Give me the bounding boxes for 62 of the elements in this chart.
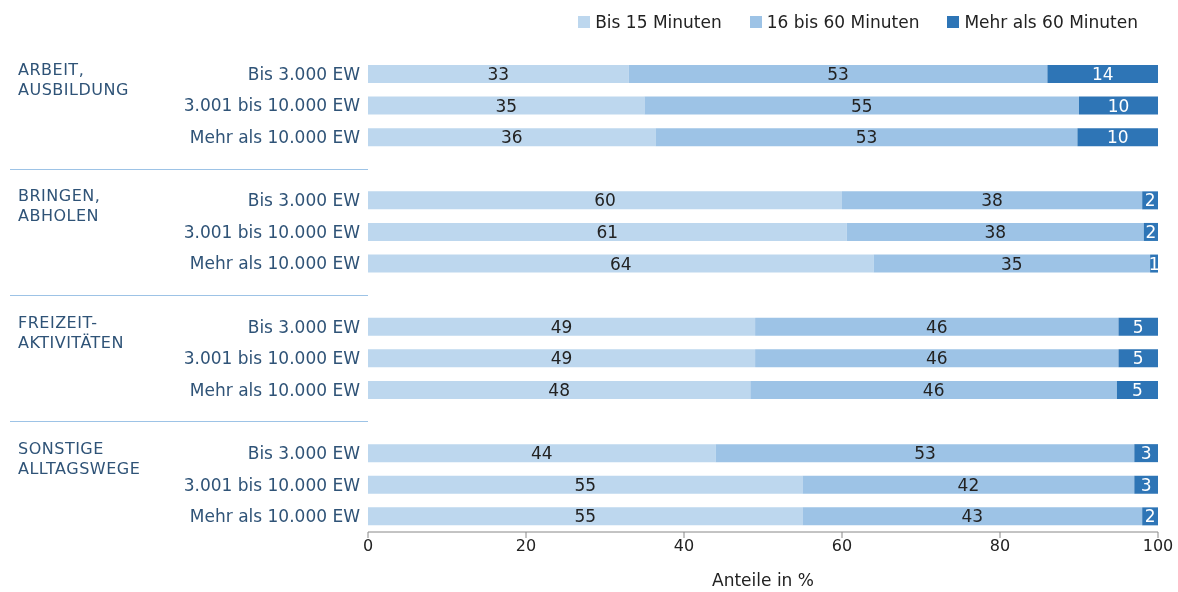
legend-label: Mehr als 60 Minuten <box>964 12 1138 32</box>
data-label: 33 <box>487 63 510 84</box>
data-label: 38 <box>981 190 1003 211</box>
data-label: 61 <box>596 221 619 242</box>
legend-label: Bis 15 Minuten <box>595 12 722 32</box>
x-axis-title: Anteile in % <box>712 570 814 590</box>
data-label: 10 <box>1107 95 1130 116</box>
y-tick-label: 3.001 bis 10.000 EW <box>183 95 361 116</box>
data-label: 42 <box>957 474 980 495</box>
x-tick-label: 100 <box>1142 536 1174 556</box>
y-tick-label: Bis 3.000 EW <box>247 190 361 211</box>
data-label: 38 <box>984 221 1007 242</box>
text: ARBEIT, AUSBILDUNG <box>18 60 130 100</box>
data-label: 60 <box>594 190 616 211</box>
text: BRINGEN, ABHOLEN <box>18 186 102 227</box>
x-tick-label: 60 <box>831 536 853 556</box>
data-label: 14 <box>1091 63 1114 84</box>
data-label: 3 <box>1140 474 1152 495</box>
data-label: 2 <box>1144 190 1156 211</box>
text: SONSTIGE ALLTAGSWEGE <box>18 439 142 480</box>
y-tick-label: Mehr als 10.000 EW <box>189 253 361 274</box>
data-label: 35 <box>495 95 518 116</box>
data-label: 55 <box>850 95 873 116</box>
data-label: 5 <box>1132 316 1144 337</box>
data-label: 46 <box>925 348 948 369</box>
data-label: 53 <box>914 443 936 464</box>
y-tick-label: Bis 3.000 EW <box>247 316 361 337</box>
data-label: 53 <box>827 63 849 84</box>
y-tick-label: Mehr als 10.000 EW <box>189 127 361 148</box>
data-label: 5 <box>1132 348 1144 369</box>
x-tick-label: 0 <box>362 536 374 556</box>
legend-label: 16 bis 60 Minuten <box>766 12 920 32</box>
data-label: 1 <box>1148 253 1160 274</box>
data-label: 53 <box>855 127 878 148</box>
data-label: 64 <box>609 253 632 274</box>
data-label: 2 <box>1145 221 1157 242</box>
data-label: 55 <box>574 506 597 527</box>
data-label: 2 <box>1144 506 1156 527</box>
y-tick-label: 3.001 bis 10.000 EW <box>183 474 361 495</box>
data-label: 49 <box>550 348 573 369</box>
data-label: 43 <box>961 506 984 527</box>
y-tick-label: 3.001 bis 10.000 EW <box>183 348 361 369</box>
data-label: 44 <box>530 443 553 464</box>
y-tick-label: Mehr als 10.000 EW <box>189 379 361 400</box>
data-label: 10 <box>1106 127 1129 148</box>
y-tick-label: 3.001 bis 10.000 EW <box>183 221 361 242</box>
x-tick-label: 80 <box>989 536 1011 556</box>
y-tick-label: Mehr als 10.000 EW <box>189 506 361 527</box>
data-label: 46 <box>922 379 945 400</box>
data-label: 5 <box>1132 379 1143 400</box>
data-label: 49 <box>550 316 573 337</box>
data-label: 55 <box>574 474 597 495</box>
data-label: 35 <box>1001 253 1023 274</box>
y-tick-label: Bis 3.000 EW <box>247 443 361 464</box>
x-tick-label: 40 <box>673 536 695 556</box>
data-label: 36 <box>500 127 523 148</box>
data-label: 46 <box>925 316 948 337</box>
data-label: 48 <box>548 379 570 400</box>
y-tick-label: Bis 3.000 EW <box>247 63 361 84</box>
x-tick-label: 20 <box>515 536 537 556</box>
data-label: 3 <box>1140 443 1152 464</box>
text: FREIZEIT-AKTIVITÄTEN <box>18 312 125 353</box>
